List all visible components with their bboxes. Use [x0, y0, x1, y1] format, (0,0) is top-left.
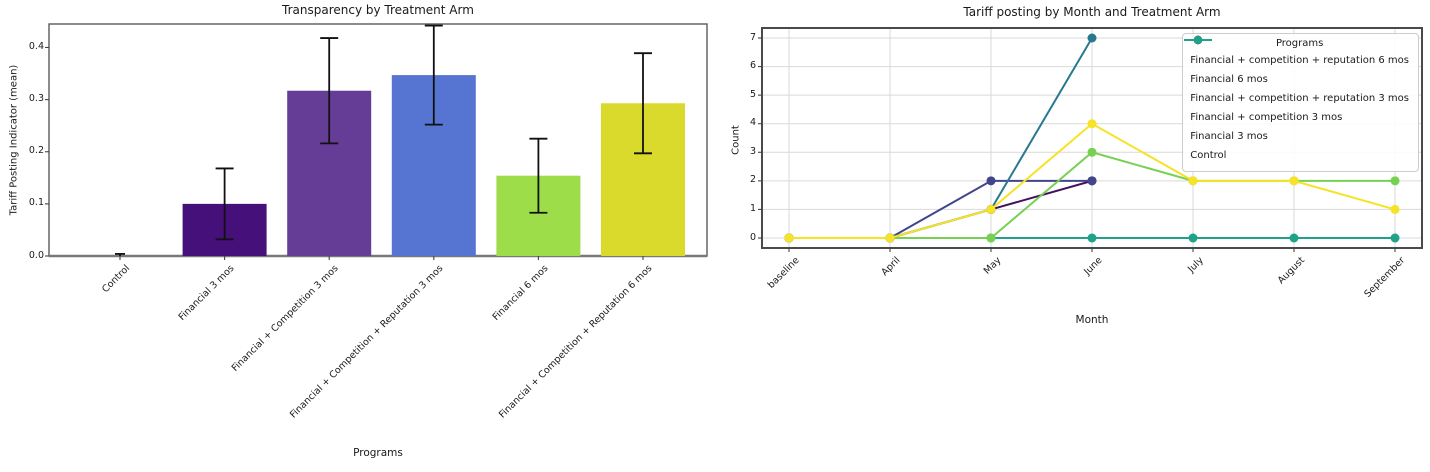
y-tick-label: 1 [749, 202, 756, 214]
bar-chart-canvas [45, 23, 708, 260]
y-tick-label: 0 [749, 231, 756, 243]
line-chart: Tariff posting by Month and Treatment Ar… [715, 0, 1430, 472]
legend-entry-label: Control [1190, 150, 1227, 161]
y-tick-label: 2 [749, 174, 756, 186]
legend-entry: Financial 3 mos [1184, 35, 1409, 146]
legend-entry-label: Financial + competition 3 mos [1190, 112, 1343, 123]
bar-chart-xlabel: Programs [353, 447, 403, 459]
error-bars [115, 24, 652, 256]
legend-entry-label: Financial + competition + reputation 6 m… [1190, 55, 1409, 66]
legend-title: Programs [1275, 38, 1324, 49]
y-tick-label: 0.2 [28, 145, 44, 157]
legend-line-marker-icon [1184, 35, 1213, 45]
legend: Programs Financial + competition + reput… [1182, 33, 1419, 172]
bar-chart-ylabel: Tariff Posting Indicator (mean) [8, 64, 20, 216]
legend-entry: Financial + competition 3 mos [1184, 35, 1409, 127]
bar-tick-marks [45, 46, 644, 260]
y-tick-label: 7 [749, 31, 756, 43]
y-tick-label: 3 [749, 145, 756, 157]
legend-entry-label: Financial 3 mos [1190, 131, 1268, 142]
series-financial-competition-reputation-6-mos [784, 119, 1400, 243]
legend-entry: Financial + competition + reputation 3 m… [1184, 35, 1409, 108]
bar-chart-title: Transparency by Treatment Arm [282, 3, 474, 17]
line-chart-title: Tariff posting by Month and Treatment Ar… [963, 5, 1221, 19]
y-tick-label: 0.1 [28, 197, 44, 209]
legend-entry: Control [1184, 35, 1409, 165]
line-tick-marks [758, 37, 1396, 252]
bar-axes [48, 23, 708, 258]
legend-entry-label: Financial + competition + reputation 3 m… [1190, 93, 1409, 104]
y-tick-label: 0.0 [28, 249, 44, 261]
legend-entries: Financial + competition + reputation 6 m… [1184, 35, 1409, 165]
line-chart-xlabel: Month [1075, 314, 1109, 326]
legend-entry: Financial 6 mos [1184, 35, 1409, 89]
y-tick-label: 0.3 [28, 93, 44, 105]
y-tick-label: 0.4 [28, 40, 44, 52]
y-tick-label: 6 [749, 60, 756, 72]
line-series [784, 33, 1400, 243]
legend-entry-label: Financial 6 mos [1190, 74, 1268, 85]
y-tick-label: 4 [749, 117, 756, 129]
series-financial-competition-reputation-3-mos [784, 33, 1097, 243]
legend-entry: Financial + competition + reputation 6 m… [1184, 35, 1409, 70]
bar-chart: Transparency by Treatment Arm Tariff Pos… [8, 3, 708, 459]
y-tick-label: 5 [749, 88, 756, 100]
